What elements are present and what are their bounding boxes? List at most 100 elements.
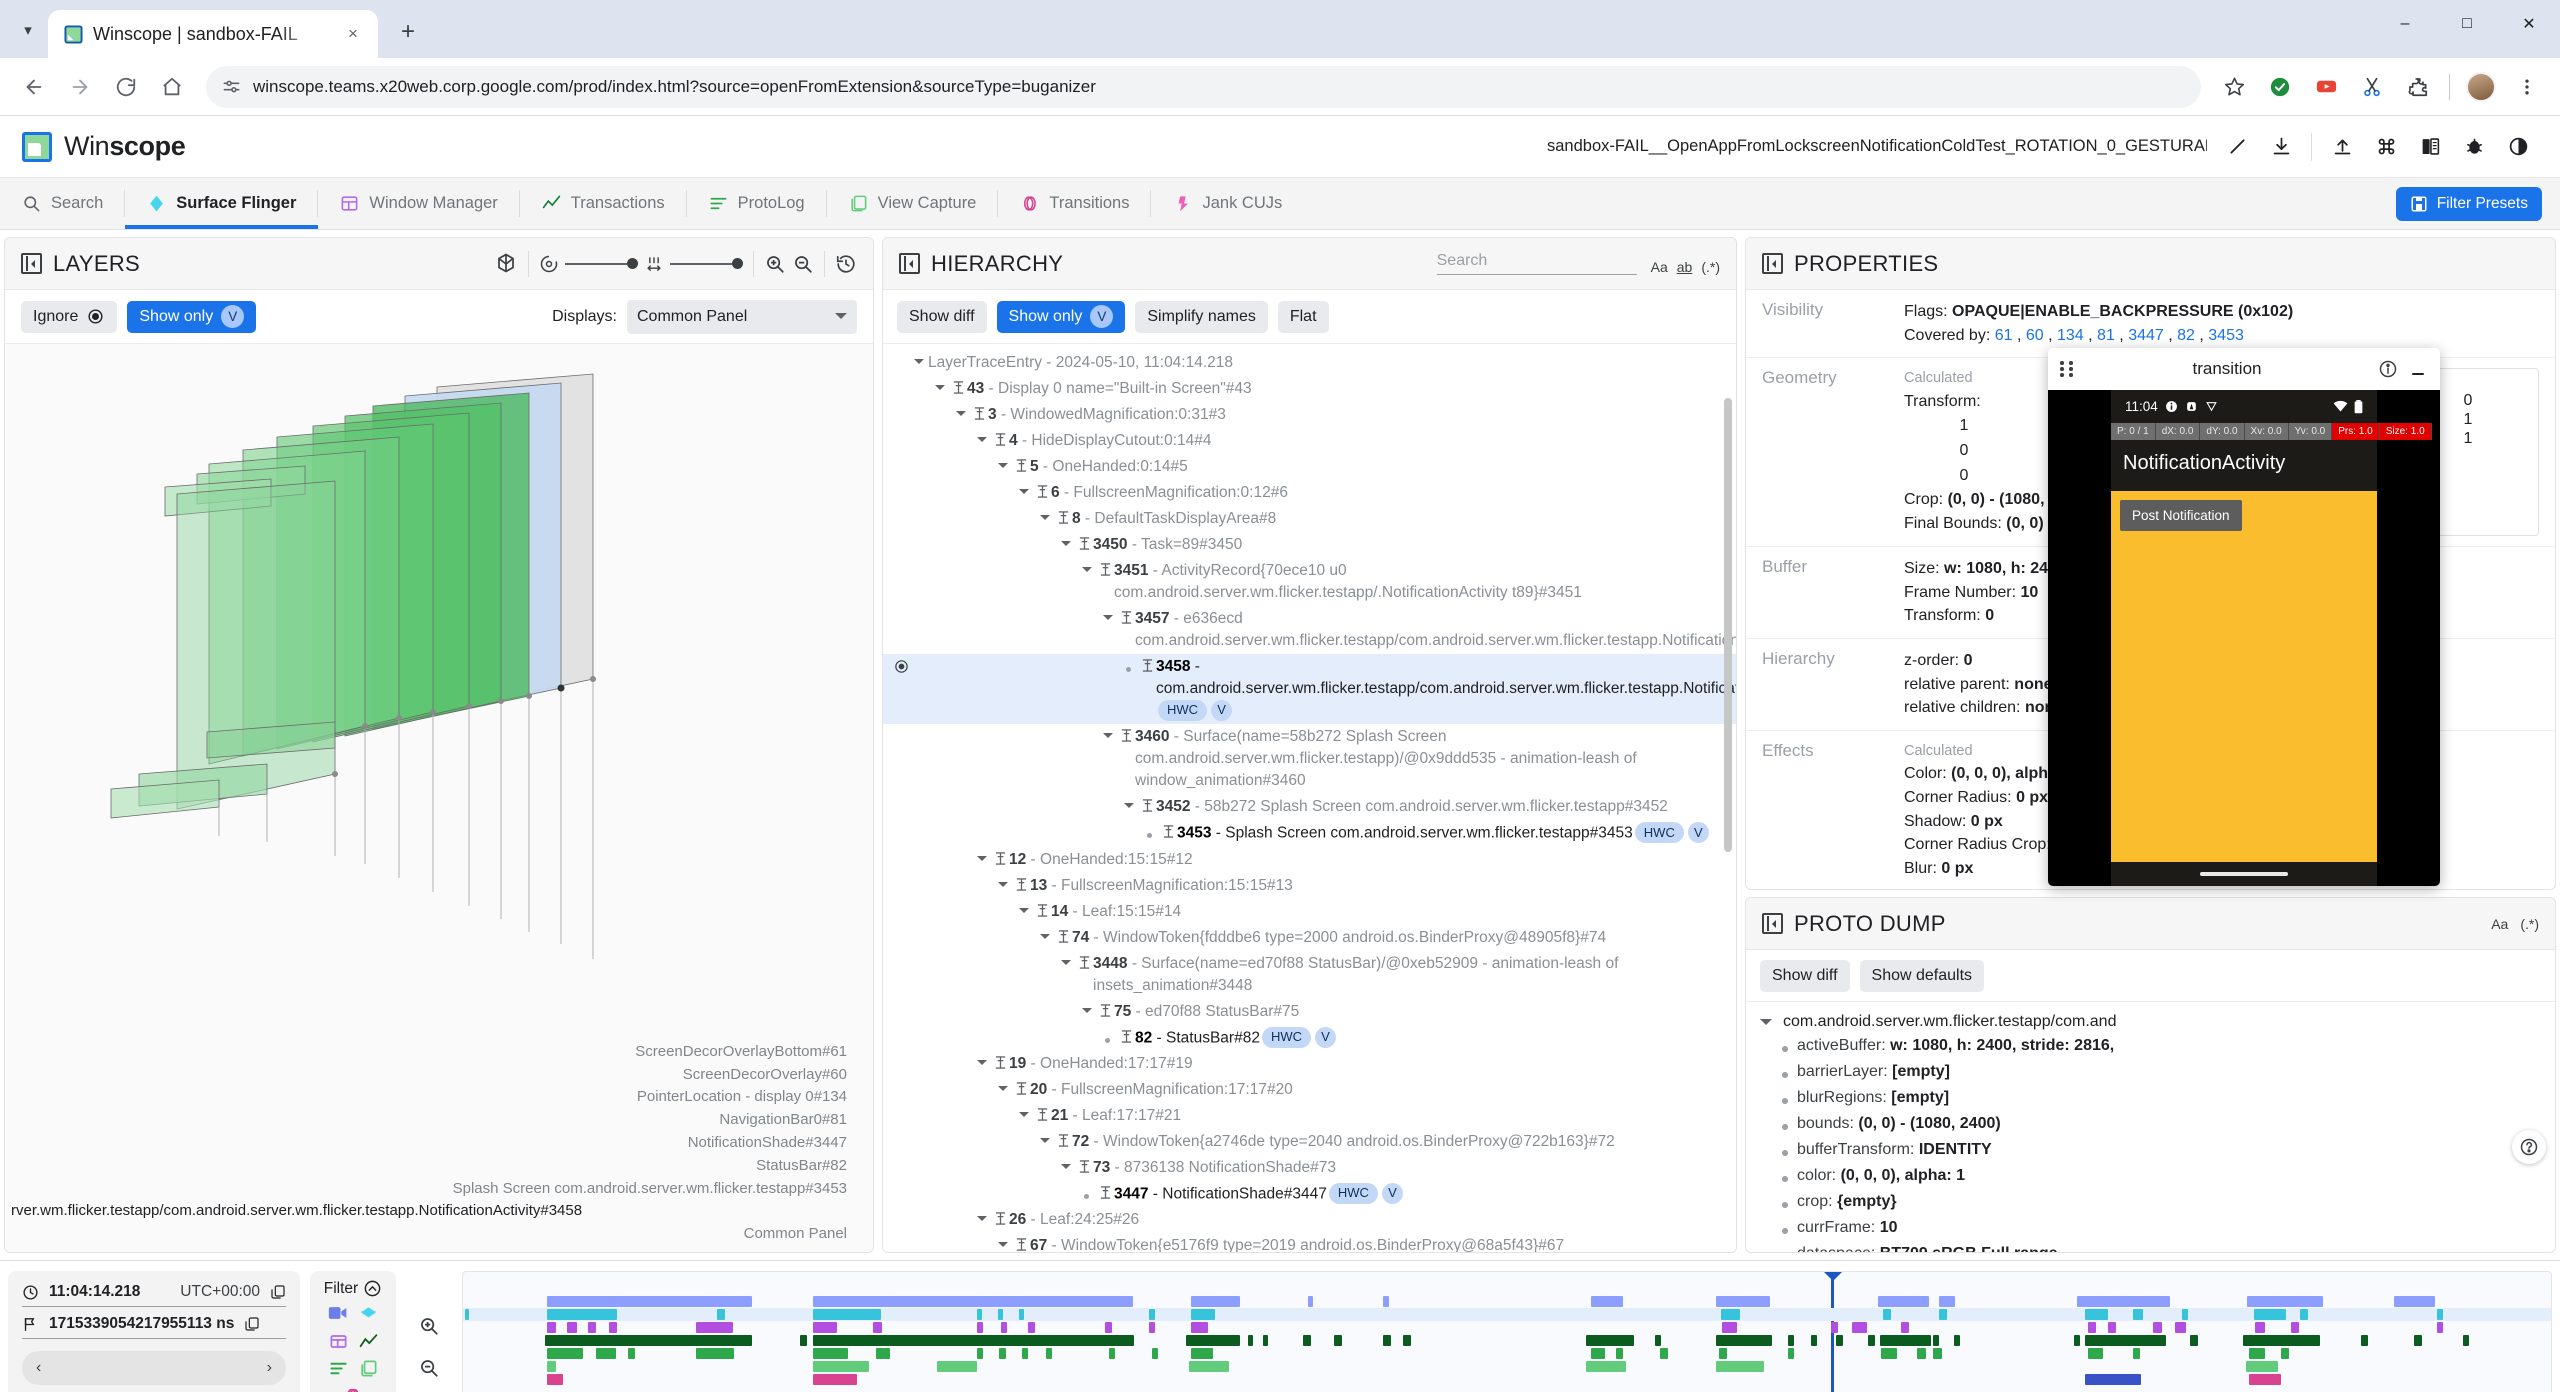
protolog-icon[interactable]	[329, 1359, 348, 1378]
dark-mode-icon[interactable]	[2498, 127, 2538, 167]
hierarchy-node[interactable]: 3450 - Task=89#3450	[883, 532, 1736, 558]
timeline-segment[interactable]	[999, 1348, 1006, 1359]
extensions-puzzle-icon[interactable]	[2397, 66, 2439, 108]
timeline-segment[interactable]	[1383, 1335, 1392, 1346]
timeline-segment[interactable]	[546, 1374, 563, 1385]
timeline-segment[interactable]	[976, 1322, 984, 1333]
flat-button[interactable]: Flat	[1277, 300, 1329, 333]
proto-item[interactable]: barrierLayer: [empty]	[1756, 1059, 2555, 1085]
proto-item[interactable]: blurRegions: [empty]	[1756, 1085, 2555, 1111]
timeline-segment[interactable]	[1788, 1348, 1795, 1359]
timeline-segment[interactable]	[2085, 1309, 2108, 1320]
timeline-segment[interactable]	[2189, 1335, 2198, 1346]
timeline-segment[interactable]	[1262, 1335, 1268, 1346]
show-only-visible-button[interactable]: Show only V	[996, 300, 1126, 333]
timeline-segment[interactable]	[567, 1322, 578, 1333]
zoom-in-icon[interactable]	[764, 253, 786, 275]
timeline-segment[interactable]	[1152, 1348, 1159, 1359]
timeline-segment[interactable]	[2242, 1335, 2320, 1346]
timeline-segment[interactable]	[1190, 1309, 1215, 1320]
regex-icon[interactable]: (.*)	[1701, 259, 1720, 275]
timeline-segment[interactable]	[2133, 1348, 2140, 1359]
timeline-segment[interactable]	[1953, 1335, 1960, 1346]
timeline-segment[interactable]	[1190, 1348, 1214, 1359]
timeline-segment[interactable]	[546, 1348, 584, 1359]
hierarchy-node[interactable]: 4 - HideDisplayCutout:0:14#4	[883, 428, 1736, 454]
proto-item[interactable]: activeBuffer: w: 1080, h: 2400, stride: …	[1756, 1033, 2555, 1059]
rotation-slider[interactable]	[565, 258, 638, 269]
hierarchy-node[interactable]: 3452 - 58b272 Splash Screen com.android.…	[883, 794, 1736, 820]
zoom-in-icon[interactable]	[418, 1315, 440, 1337]
collapse-icon[interactable]	[1762, 253, 1783, 274]
timeline-segment[interactable]	[2255, 1322, 2266, 1333]
hierarchy-node[interactable]: 73 - 8736138 NotificationShade#73	[883, 1155, 1736, 1181]
hierarchy-node[interactable]: 20 - FullscreenMagnification:17:17#20	[883, 1077, 1736, 1103]
proto-item[interactable]: bufferTransform: IDENTITY	[1756, 1137, 2555, 1163]
timeline-segment[interactable]	[875, 1348, 891, 1359]
timeline-segment[interactable]	[2245, 1361, 2278, 1372]
covered-by-id[interactable]: 3453	[2208, 326, 2244, 344]
hierarchy-node[interactable]: 75 - ed70f88 StatusBar#75	[883, 999, 1736, 1025]
timeline-segment[interactable]	[1307, 1296, 1314, 1307]
timeline-segment[interactable]	[2085, 1335, 2166, 1346]
reset-view-icon[interactable]	[835, 253, 857, 275]
match-case-icon[interactable]: Aa	[2491, 915, 2509, 932]
expand-caret-icon[interactable]	[1098, 726, 1117, 743]
timeline-segment[interactable]	[2361, 1335, 2368, 1346]
proto-item[interactable]: bounds: (0, 0) - (1080, 2400)	[1756, 1111, 2555, 1137]
timeline-segment[interactable]	[596, 1348, 616, 1359]
show-only-visible-button[interactable]: Show only V	[127, 300, 257, 333]
covered-by-id[interactable]: 3447	[2128, 326, 2164, 344]
timeline-segment[interactable]	[1881, 1348, 1898, 1359]
next-entry-button[interactable]: ›	[266, 1359, 272, 1376]
timeline-segment[interactable]	[813, 1374, 857, 1385]
timeline-segment[interactable]	[2249, 1348, 2266, 1359]
proto-show-diff-button[interactable]: Show diff	[1760, 959, 1850, 992]
timeline-segment[interactable]	[2393, 1296, 2436, 1307]
bookmark-star-icon[interactable]	[2213, 66, 2255, 108]
timeline-segment[interactable]	[2107, 1322, 2116, 1333]
timeline-segment[interactable]	[1616, 1348, 1623, 1359]
surface-flinger-icon[interactable]	[359, 1305, 378, 1324]
proto-dump-list[interactable]: com.android.server.wm.flicker.testapp/co…	[1746, 1002, 2555, 1252]
collapse-icon[interactable]	[1762, 913, 1783, 934]
timeline-segment[interactable]	[1021, 1348, 1029, 1359]
tab-transactions[interactable]: Transactions	[520, 178, 687, 229]
screenshot-scissors-icon[interactable]	[2351, 66, 2393, 108]
show-diff-button[interactable]: Show diff	[897, 300, 987, 333]
timeline-segment[interactable]	[1190, 1296, 1241, 1307]
collapse-icon[interactable]	[899, 253, 920, 274]
timeline-segment[interactable]	[1248, 1335, 1254, 1346]
timeline-segment[interactable]	[813, 1348, 849, 1359]
expand-caret-icon[interactable]	[993, 875, 1012, 892]
expand-caret-icon[interactable]	[930, 378, 949, 395]
expand-caret-icon[interactable]	[972, 1053, 991, 1070]
timeline-segment[interactable]	[1900, 1322, 1909, 1333]
tab-search[interactable]: Search	[0, 178, 126, 229]
timeline-track-surface-flinger[interactable]	[463, 1309, 2551, 1320]
timeline-segment[interactable]	[1720, 1309, 1740, 1320]
layer-label[interactable]: ScreenDecorOverlayBottom#61	[635, 1042, 847, 1060]
timeline-segment[interactable]	[2436, 1322, 2444, 1333]
timeline-segment[interactable]	[813, 1322, 838, 1333]
timeline-segment[interactable]	[1105, 1322, 1112, 1333]
timeline-segment[interactable]	[1722, 1322, 1737, 1333]
layer-label[interactable]: NavigationBar0#81	[719, 1111, 847, 1129]
timeline-segment[interactable]	[936, 1361, 977, 1372]
home-icon[interactable]	[150, 65, 194, 109]
timeline-segment[interactable]	[1303, 1335, 1312, 1346]
tab-jank-cujs[interactable]: Jank CUJs	[1151, 178, 1304, 229]
expand-caret-icon[interactable]	[972, 849, 991, 866]
minimize-icon[interactable]	[2408, 359, 2428, 379]
tab-protolog[interactable]: ProtoLog	[687, 178, 827, 229]
hierarchy-node[interactable]: 21 - Leaf:17:17#21	[883, 1103, 1736, 1129]
expand-caret-icon[interactable]	[1056, 534, 1075, 551]
window-manager-icon[interactable]	[329, 1332, 348, 1351]
timeline-track-window-manager[interactable]	[463, 1322, 2551, 1333]
tab-view-capture[interactable]: View Capture	[827, 178, 999, 229]
timeline-segment[interactable]	[546, 1309, 618, 1320]
help-fab-icon[interactable]	[2512, 1130, 2546, 1164]
hierarchy-node[interactable]: 82 - StatusBar#82 HWC V	[883, 1025, 1736, 1051]
hierarchy-node[interactable]: 13 - FullscreenMagnification:15:15#13	[883, 873, 1736, 899]
hierarchy-node[interactable]: 14 - Leaf:15:15#14	[883, 899, 1736, 925]
